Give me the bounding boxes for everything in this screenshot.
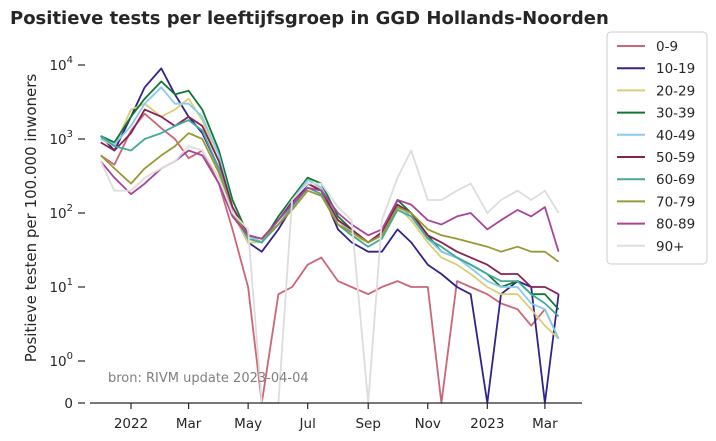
x-tick-label-2: May (234, 416, 262, 432)
x-tick-label-0: 2022 (114, 416, 148, 432)
series-line-0 (100, 112, 560, 404)
y-tick-label-5: 104 (49, 55, 73, 74)
legend-label-6: 60-69 (656, 172, 695, 188)
x-tick-label-3: Jul (299, 416, 316, 432)
y-axis: 0 100 101 102 103 104 (49, 55, 85, 412)
plot-area (99, 67, 560, 404)
chart-title: Positieve tests per leeftijfsgroep in GG… (10, 8, 609, 29)
y-tick-label-2: 101 (49, 277, 73, 296)
legend-label-1: 10-19 (656, 61, 695, 77)
series-line-8 (100, 149, 560, 252)
y-tick-label-3: 102 (49, 203, 73, 222)
x-tick-label-1: Mar (176, 416, 202, 432)
x-tick-label-6: 2023 (470, 416, 504, 432)
x-axis: 2022 Mar May Jul Sep Nov 2023 Mar (114, 403, 558, 432)
y-axis-label: Positieve testen per 100.000 inwoners (22, 74, 40, 363)
series-line-4 (100, 86, 560, 340)
legend-label-7: 70-79 (656, 194, 695, 210)
y-tick-label-0: 0 (64, 396, 73, 412)
legend-label-8: 80-89 (656, 217, 695, 233)
x-tick-label-5: Nov (415, 416, 441, 432)
series-line-1 (100, 67, 560, 404)
source-annotation: bron: RIVM update 2023-04-04 (108, 371, 309, 386)
series-line-7 (100, 132, 560, 263)
y-tick-label-1: 100 (49, 351, 73, 370)
legend-label-2: 20-29 (656, 83, 695, 99)
legend-label-4: 40-49 (656, 128, 695, 144)
y-tick-label-4: 103 (49, 129, 73, 148)
legend-label-3: 30-39 (656, 106, 695, 122)
legend: 0-9 10-19 20-29 30-39 40-49 50-59 60-69 70-79 80… (606, 31, 708, 265)
series-line-9 (99, 145, 560, 404)
legend-label-0: 0-9 (656, 39, 678, 55)
x-tick-label-7: Mar (532, 416, 558, 432)
legend-label-9: 90+ (656, 239, 685, 255)
x-tick-label-4: Sep (355, 416, 380, 432)
legend-label-5: 50-59 (656, 150, 695, 166)
